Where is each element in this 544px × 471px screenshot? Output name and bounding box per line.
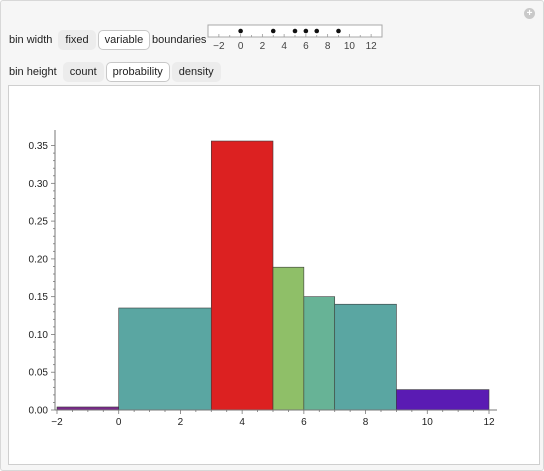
boundary-point[interactable] (336, 28, 341, 34)
y-tick-label: 0.00 (29, 406, 49, 417)
boundaries-slider[interactable]: −2 0 2 4 6 8 10 12 (206, 23, 388, 55)
plus-icon[interactable]: + (524, 8, 535, 19)
bin-width-fixed-button[interactable]: fixed (58, 30, 96, 50)
x-tick-label: −2 (51, 417, 63, 428)
y-tick-label: 0.35 (29, 141, 49, 152)
slider-tick-label: 2 (260, 41, 266, 52)
slider-tick-label: −2 (213, 41, 225, 52)
histogram-bar (272, 266, 305, 411)
bin-height-setter: count probability density (62, 62, 223, 82)
plot-frame: −2 0 2 4 6 8 10 12 0.00 0.05 0.10 0.15 0.20 0.25 0.30 0… (8, 85, 540, 465)
y-tick-label: 0.30 (29, 179, 49, 190)
bin-width-setter: fixed variable (58, 30, 152, 50)
boundary-point[interactable] (270, 28, 276, 34)
bin-width-control: bin width fixed variable (9, 30, 152, 50)
x-tick-label: 4 (239, 417, 245, 428)
histogram-bar (303, 296, 336, 411)
boundary-point[interactable] (292, 28, 298, 34)
x-tick-label: 8 (363, 417, 369, 428)
slider-tick-label: 10 (344, 41, 356, 52)
x-tick-label: 0 (116, 417, 122, 428)
slider-tick-label: 0 (238, 41, 244, 52)
histogram-bar (396, 389, 490, 411)
histogram-bar (210, 140, 274, 411)
bin-width-variable-button[interactable]: variable (97, 30, 151, 50)
histogram-bar (334, 303, 397, 411)
boundary-point[interactable] (314, 28, 320, 34)
y-tick-label: 0.25 (29, 217, 49, 228)
x-tick-label: 6 (301, 417, 307, 428)
slider-tick-label: 4 (281, 41, 287, 52)
bin-height-label: bin height (9, 66, 57, 78)
y-tick-label: 0.15 (29, 292, 49, 303)
bin-height-probability-button[interactable]: probability (105, 62, 170, 82)
bin-height-control: bin height count probability density (9, 62, 223, 82)
bin-height-count-button[interactable]: count (62, 62, 104, 82)
slider-tick-label: 12 (366, 41, 378, 52)
histogram-bar (118, 307, 212, 411)
boundary-point[interactable] (238, 28, 243, 34)
slider-tick-label: 6 (303, 41, 309, 52)
boundaries-slider-graphic[interactable]: −2 0 2 4 6 8 10 12 (206, 23, 388, 55)
x-tick-label: 12 (483, 417, 495, 428)
histogram-chart: −2 0 2 4 6 8 10 12 0.00 0.05 0.10 0.15 0.20 0.25 0.30 0… (29, 130, 497, 428)
boundaries-label: boundaries (152, 34, 207, 46)
x-tick-label: 2 (178, 417, 184, 428)
bin-width-label: bin width (9, 34, 53, 46)
bin-height-density-button[interactable]: density (171, 62, 221, 82)
x-tick-label: 10 (422, 417, 434, 428)
y-tick-label: 0.20 (29, 254, 49, 265)
boundary-point[interactable] (303, 28, 309, 34)
y-tick-label: 0.10 (29, 330, 49, 341)
slider-tick-label: 8 (325, 41, 331, 52)
y-tick-label: 0.05 (29, 368, 49, 379)
